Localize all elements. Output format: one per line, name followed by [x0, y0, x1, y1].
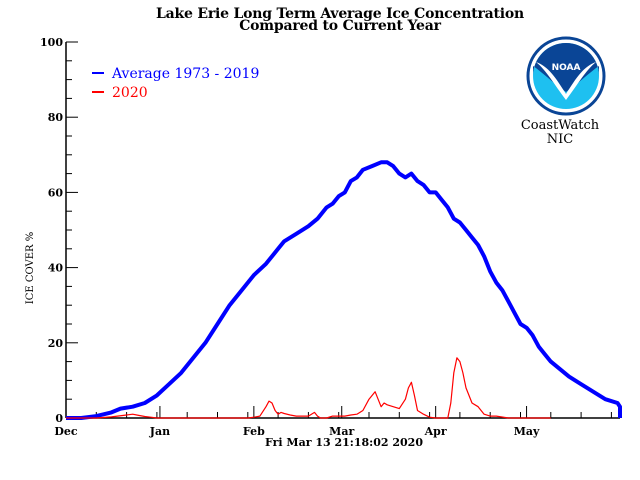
- logo-caption-nic: NIC: [546, 132, 574, 147]
- logo-badge-text: NOAA: [552, 63, 581, 73]
- legend: Average 1973 - 2019 2020: [92, 66, 259, 101]
- x-tick-label-jan: Jan: [149, 425, 170, 438]
- chart-title-line1: Lake Erie Long Term Average Ice Concentr…: [155, 6, 525, 22]
- series-layer: [66, 160, 622, 420]
- chart-title-line2: Compared to Current Year: [239, 18, 441, 34]
- y-tick-label: 20: [48, 337, 64, 350]
- noaa-logo: NOAA: [526, 36, 606, 116]
- x-tick-label-mar: Mar: [329, 425, 354, 438]
- logo-dark-top: [533, 43, 599, 92]
- logo-gull: [536, 62, 596, 100]
- y-tick-label: 80: [48, 111, 64, 124]
- x-tick-label-feb: Feb: [243, 425, 265, 438]
- y-tick-label: 0: [55, 412, 63, 425]
- y-tick-label: 100: [40, 36, 63, 49]
- x-tick-label-apr: Apr: [424, 425, 447, 438]
- y-tick-label: 40: [48, 262, 64, 275]
- series-line-average: [66, 160, 622, 420]
- legend-average-label: Average 1973 - 2019: [111, 66, 259, 82]
- x-tick-label-may: May: [514, 425, 540, 438]
- logo-caption-coastwatch: CoastWatch: [520, 118, 600, 133]
- legend-2020-label: 2020: [112, 85, 148, 101]
- series-line-2020: [66, 357, 551, 419]
- timestamp: Fri Mar 13 21:18:02 2020: [265, 436, 423, 449]
- x-tick-label-dec: Dec: [54, 425, 78, 438]
- y-tick-label: 60: [48, 186, 64, 199]
- y-axis-label: ICE COVER %: [25, 232, 36, 305]
